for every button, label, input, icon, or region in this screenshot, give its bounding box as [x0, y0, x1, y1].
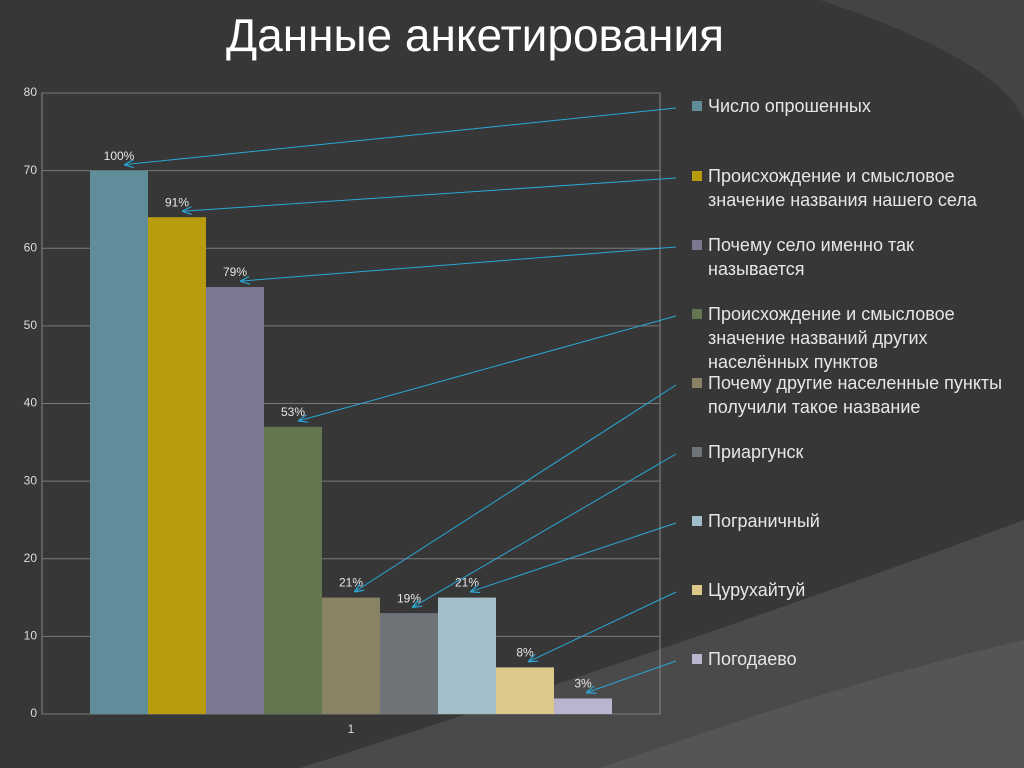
legend-label: Почему другие населенные пункты получили… [708, 373, 1003, 417]
arrow [413, 453, 677, 607]
data-label: 21% [455, 576, 479, 590]
chart-title: Данные анкетирования [225, 9, 725, 61]
y-tick-label: 40 [24, 396, 38, 410]
y-tick-label: 70 [24, 163, 38, 177]
legend-swatch [692, 378, 702, 388]
bar [264, 426, 322, 714]
legend-item: Число опрошенных [690, 94, 1010, 118]
legend-item: Почему село именно так называется [690, 233, 1010, 281]
arrow [587, 660, 677, 692]
bar [554, 698, 612, 714]
legend-item: Приаргунск [690, 440, 1010, 464]
legend-label: Происхождение и смысловое значение назва… [708, 166, 977, 210]
data-label: 3% [574, 677, 592, 691]
y-tick-label: 50 [24, 318, 38, 332]
bar [90, 170, 148, 714]
bar [206, 287, 264, 714]
arrow [125, 107, 677, 165]
y-tick-label: 30 [24, 473, 38, 487]
arrow [471, 522, 677, 592]
y-tick-label: 10 [24, 629, 38, 643]
y-tick-label: 20 [24, 551, 38, 565]
bar [322, 597, 380, 714]
y-tick-label: 80 [24, 85, 38, 99]
legend-item: Происхождение и смысловое значение назва… [690, 302, 1010, 374]
x-tick-label: 1 [348, 722, 355, 736]
decor [820, 0, 1024, 120]
y-tick-label: 60 [24, 240, 38, 254]
legend-swatch [692, 171, 702, 181]
legend-label: Происхождение и смысловое значение назва… [708, 304, 955, 372]
legend-item: Пограничный [690, 509, 1010, 533]
arrow [355, 384, 677, 592]
legend-item: Погодаево [690, 647, 1010, 671]
arrow [241, 246, 677, 281]
legend-swatch [692, 101, 702, 111]
legend-item: Происхождение и смысловое значение назва… [690, 164, 1010, 212]
legend-swatch [692, 516, 702, 526]
legend-label: Приаргунск [708, 442, 804, 462]
data-label: 8% [516, 646, 534, 660]
data-label: 91% [165, 195, 189, 209]
arrow [299, 315, 677, 421]
data-label: 53% [281, 405, 305, 419]
legend-label: Почему село именно так называется [708, 235, 914, 279]
legend-item: Почему другие населенные пункты получили… [690, 371, 1010, 419]
legend-label: Пограничный [708, 511, 820, 531]
legend-item: Цурухайтуй [690, 578, 1010, 602]
decor [600, 640, 1024, 768]
legend-label: Число опрошенных [708, 96, 871, 116]
y-tick-label: 0 [30, 706, 37, 720]
data-label: 100% [104, 149, 135, 163]
legend-swatch [692, 447, 702, 457]
data-label: 21% [339, 576, 363, 590]
legend-label: Погодаево [708, 649, 797, 669]
legend-swatch [692, 309, 702, 319]
arrow [529, 591, 677, 661]
bar [148, 217, 206, 714]
bar [496, 667, 554, 714]
bar [438, 597, 496, 714]
arrow [183, 177, 677, 211]
legend-label: Цурухайтуй [708, 580, 806, 600]
legend-swatch [692, 240, 702, 250]
legend-swatch [692, 585, 702, 595]
data-label: 79% [223, 265, 247, 279]
data-label: 19% [397, 591, 421, 605]
legend-swatch [692, 654, 702, 664]
bar [380, 613, 438, 714]
